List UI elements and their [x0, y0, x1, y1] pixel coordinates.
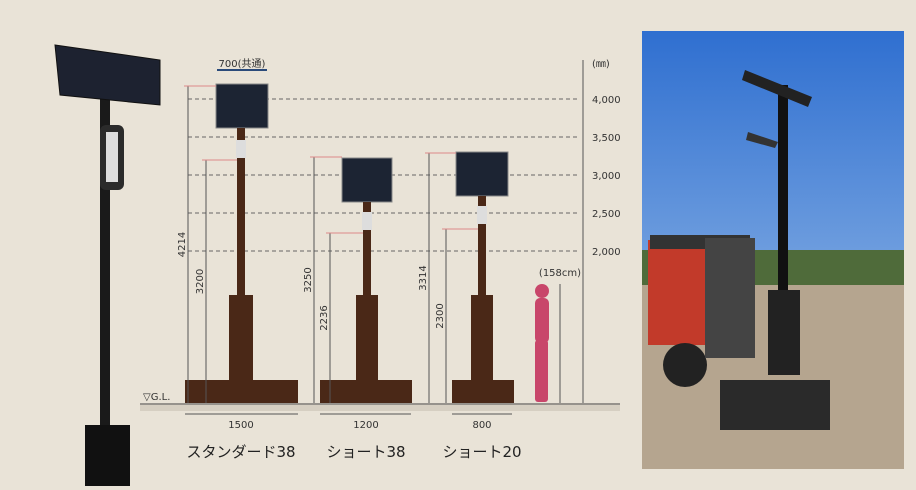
scale-label: 3,000: [592, 171, 621, 182]
unit: (㎜): [592, 59, 610, 70]
dim-label: 2236: [319, 305, 330, 330]
forklift-photo: [642, 31, 904, 469]
common-width: 700(共通): [219, 58, 266, 70]
scale-label: 2,500: [592, 209, 621, 220]
scale-label: 4,000: [592, 95, 621, 106]
dim-label: 3314: [418, 265, 429, 290]
model-name: スタンダード38: [186, 443, 295, 461]
person: [535, 284, 549, 402]
model-name: ショート20: [442, 443, 521, 461]
dim-label: 2300: [435, 303, 446, 328]
width-label: 1500: [228, 420, 253, 431]
width-label: 1200: [353, 420, 378, 431]
width-label: 800: [472, 420, 491, 431]
scale-label: 3,500: [592, 133, 621, 144]
scale-label: 2,000: [592, 247, 621, 258]
page: (㎜) 4,000 3,500 3,000 2,500 2,000 ▽G.L. 700(…: [0, 0, 916, 486]
person-height: (158cm): [539, 268, 581, 279]
dim-label: 4214: [177, 232, 188, 257]
dim-label: 3200: [195, 269, 206, 294]
model-name: ショート38: [326, 443, 405, 461]
ground-label: ▽G.L.: [143, 392, 170, 403]
dim-label: 3250: [303, 267, 314, 292]
